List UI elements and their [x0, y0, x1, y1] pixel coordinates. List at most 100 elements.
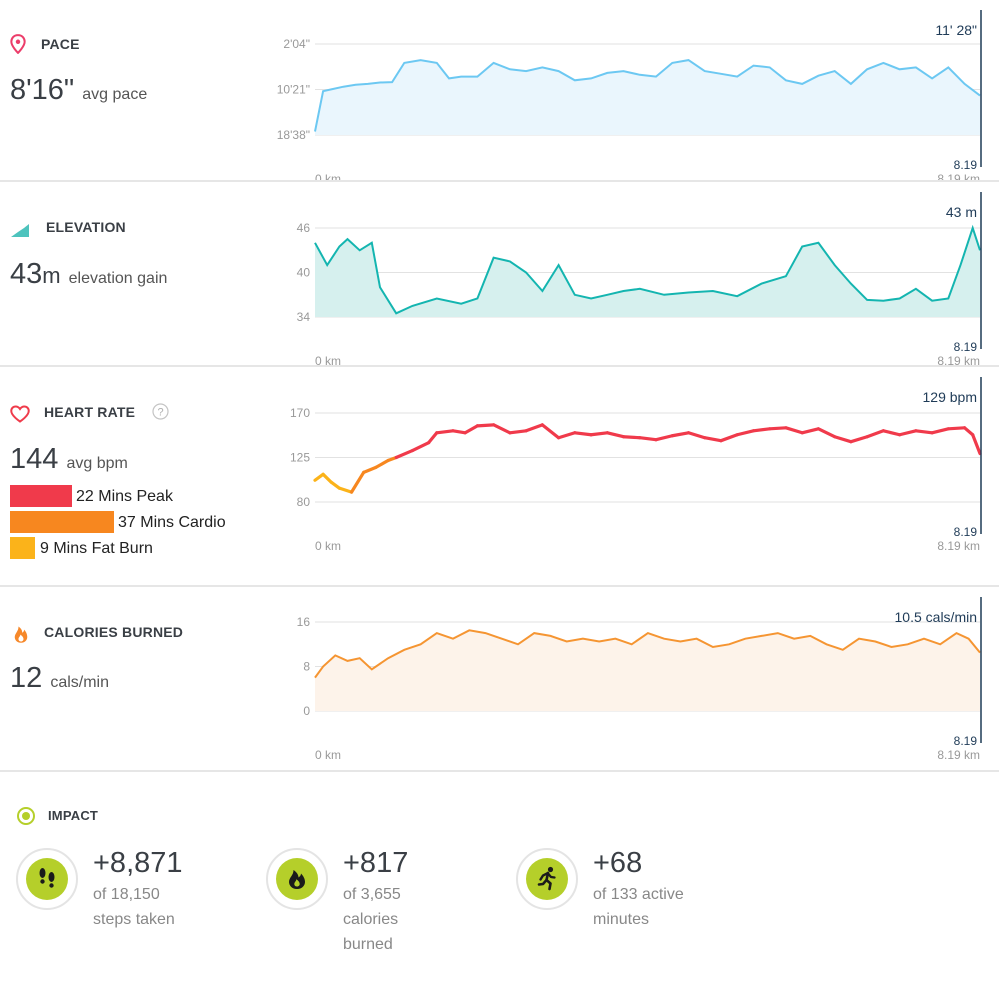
- line-segment: [898, 429, 918, 437]
- line-segment: [589, 431, 609, 437]
- y-tick-label: 40: [297, 266, 311, 280]
- line-segment: [621, 435, 642, 440]
- heart-rate-value: 144 avg bpm: [10, 443, 128, 476]
- y-tick-label: 8: [303, 660, 310, 674]
- line-segment: [686, 431, 707, 440]
- line-segment: [508, 429, 528, 435]
- line-segment: [492, 423, 512, 435]
- line-segment: [556, 431, 577, 440]
- steps-badge: [16, 848, 78, 910]
- line-segment: [865, 429, 885, 439]
- line-segment: [394, 448, 415, 460]
- x-end-label: 8.19 km: [937, 539, 980, 553]
- current-value-label: 11' 28": [935, 22, 977, 38]
- x-end-label: 8.19 km: [937, 748, 980, 762]
- pace-unit: avg pace: [82, 86, 148, 103]
- y-tick-label: 18'38": [277, 128, 310, 142]
- heart-rate-summary: HEART RATE ? 144 avg bpm 22 Mins Peak 37…: [0, 367, 270, 585]
- line-segment: [735, 429, 756, 437]
- line-segment: [638, 436, 658, 442]
- heart-rate-section: HEART RATE ? 144 avg bpm 22 Mins Peak 37…: [0, 367, 999, 587]
- line-segment: [654, 434, 674, 442]
- y-tick-label: 16: [297, 615, 311, 629]
- heart-rate-chart[interactable]: 170 125 80 129 bpm 8.19 0 km 8.19 km: [270, 367, 999, 585]
- calories-badge: [266, 848, 328, 910]
- x-start-label: 0 km: [315, 354, 341, 365]
- y-tick-label: 46: [297, 221, 311, 235]
- calories-badge-inner: [276, 858, 318, 900]
- line-segment: [313, 472, 325, 482]
- line-segment: [816, 427, 837, 439]
- area-fill: [315, 228, 980, 317]
- line-segment: [946, 426, 967, 431]
- impact-section: IMPACT +8,871 of 18,150 steps taken +817…: [0, 772, 999, 983]
- elevation-unit: elevation gain: [68, 270, 168, 287]
- zone-label-fat-burn: 9 Mins Fat Burn: [40, 540, 153, 557]
- steps-sub-1: of 18,150: [93, 886, 160, 903]
- elevation-value: 43m elevation gain: [10, 258, 167, 291]
- line-segment: [962, 426, 975, 437]
- svg-text:?: ?: [157, 407, 163, 419]
- y-tick-label: 170: [290, 406, 310, 420]
- area-fill: [315, 60, 980, 135]
- line-segment: [605, 431, 626, 439]
- elevation-title: ELEVATION: [46, 219, 126, 235]
- line-segment: [670, 431, 691, 438]
- calories-impact-value: +817: [343, 847, 409, 879]
- x-start-label: 0 km: [315, 539, 341, 553]
- flame-icon: [289, 870, 305, 889]
- calories-unit: cals/min: [50, 674, 110, 691]
- location-pin-icon: [10, 34, 26, 54]
- line-segment: [573, 431, 593, 437]
- line-segment: [463, 424, 479, 435]
- line-segment: [719, 433, 739, 443]
- active-minutes-sub-2: minutes: [593, 911, 650, 928]
- steps-sub-2: steps taken: [93, 911, 175, 928]
- x-start-label: 0 km: [315, 748, 341, 762]
- end-km-label: 8.19: [954, 340, 978, 354]
- pace-section: PACE 8'16" avg pace 2'04" 10'21" 18'38" 11'…: [0, 0, 999, 182]
- line-segment: [349, 470, 366, 494]
- line-segment: [362, 465, 378, 474]
- line-segment: [374, 458, 390, 469]
- active-minutes-badge: [516, 848, 578, 910]
- zone-label-peak: 22 Mins Peak: [76, 488, 173, 505]
- target-icon: [17, 807, 35, 825]
- line-segment: [435, 429, 455, 435]
- footprints-icon: [39, 868, 55, 888]
- elevation-chart[interactable]: 46 40 34 43 m 8.19 0 km 8.19 km: [270, 182, 999, 365]
- end-km-label: 8.19: [954, 734, 978, 748]
- line-segment: [540, 423, 561, 440]
- active-minutes-value: +68: [593, 847, 643, 879]
- heart-rate-avg: 144: [10, 443, 59, 475]
- question-icon[interactable]: ?: [152, 403, 169, 420]
- calories-chart[interactable]: 16 8 0 10.5 cals/min 8.19 0 km 8.19 km: [270, 587, 999, 770]
- line-segment: [524, 423, 544, 433]
- heart-rate-title: HEART RATE: [44, 404, 136, 420]
- y-tick-label: 80: [297, 495, 311, 509]
- line-segment: [321, 472, 333, 484]
- y-tick-label: 10'21": [277, 83, 310, 97]
- pace-avg: 8'16": [10, 74, 75, 106]
- line-segment: [410, 441, 431, 453]
- steps-badge-inner: [26, 858, 68, 900]
- line-segment: [751, 427, 772, 433]
- calories-sub-1: of 3,655: [343, 886, 401, 903]
- calories-summary: CALORIES BURNED 12 cals/min: [0, 587, 270, 770]
- zone-label-cardio: 37 Mins Cardio: [118, 514, 226, 531]
- current-value-label: 129 bpm: [923, 389, 977, 405]
- pace-chart[interactable]: 2'04" 10'21" 18'38" 11' 28" 8.19 0 km 8.19 km: [270, 0, 999, 180]
- line-segment: [800, 427, 821, 435]
- zone-bar-cardio: [10, 511, 114, 533]
- active-minutes-sub-1: of 133 active: [593, 886, 684, 903]
- calories-section: CALORIES BURNED 12 cals/min 16 8 0 10.5 cal…: [0, 587, 999, 772]
- line-segment: [881, 429, 902, 437]
- pace-value: 8'16" avg pace: [10, 74, 147, 107]
- line-segment: [475, 423, 496, 428]
- x-start-label: 0 km: [315, 172, 341, 180]
- line-segment: [784, 426, 804, 435]
- end-km-label: 8.19: [954, 525, 978, 539]
- line-segment: [329, 480, 341, 490]
- end-km-label: 8.19: [954, 158, 978, 172]
- impact-title: IMPACT: [48, 808, 99, 823]
